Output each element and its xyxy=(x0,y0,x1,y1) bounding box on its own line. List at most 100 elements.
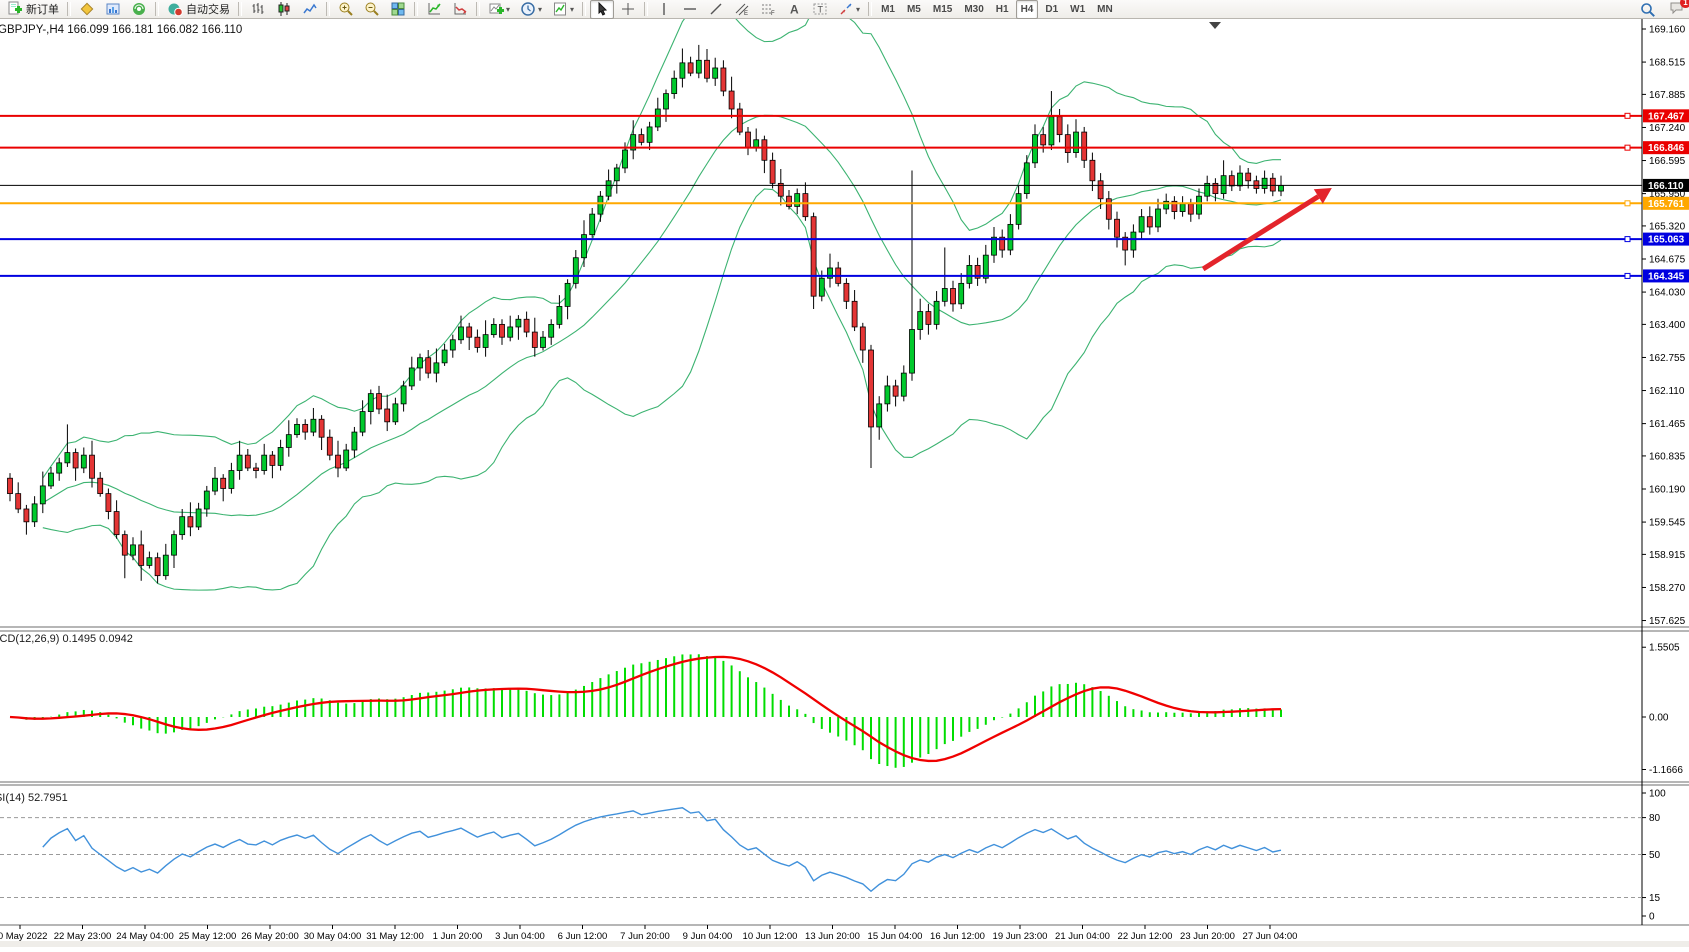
candle-body xyxy=(1179,203,1186,212)
candle-body xyxy=(794,193,801,207)
timeframe-m1-button[interactable]: M1 xyxy=(881,3,895,15)
price-tag xyxy=(1643,269,1689,283)
toolbar-group: 新订单 xyxy=(2,0,64,19)
candle-body xyxy=(572,257,579,284)
templates-button[interactable]: ▾ xyxy=(548,0,578,19)
timeframe-m5-button[interactable]: M5 xyxy=(906,3,921,15)
arrows-button[interactable]: ▾ xyxy=(834,0,864,19)
zoom-in-button[interactable] xyxy=(334,0,358,19)
candle-body xyxy=(991,236,997,256)
tile-windows-button[interactable] xyxy=(386,0,410,19)
candle-body xyxy=(39,485,46,505)
time-axis-label: 19 Jun 23:00 xyxy=(993,931,1048,942)
line-handle[interactable] xyxy=(1624,112,1631,119)
timeframe-m30-button[interactable]: M30 xyxy=(964,3,984,15)
candle-body xyxy=(786,195,792,207)
candle-body xyxy=(892,385,899,397)
candlestick-chart-button[interactable] xyxy=(272,0,296,19)
objects-button[interactable] xyxy=(75,0,99,19)
time-axis-label: 30 May 04:00 xyxy=(304,931,362,942)
add-indicator-button[interactable]: ▾ xyxy=(484,0,514,19)
objects-icon xyxy=(80,2,94,16)
timeframe-h4-button[interactable]: H4 xyxy=(1015,0,1039,19)
market-watch-button[interactable] xyxy=(101,0,125,19)
line-handle[interactable] xyxy=(1624,272,1631,279)
price-tag-label: 165.761 xyxy=(1648,199,1685,210)
trendline-button[interactable] xyxy=(704,0,728,19)
line-handle[interactable] xyxy=(1624,236,1631,243)
price-tag xyxy=(1643,232,1689,246)
crosshair-button[interactable] xyxy=(616,0,640,19)
candle-body xyxy=(359,411,366,433)
candle-body xyxy=(400,385,407,405)
auto-trading-button-label: 自动交易 xyxy=(186,4,230,16)
text-label-button[interactable]: T xyxy=(808,0,832,19)
cursor-button[interactable] xyxy=(590,0,615,19)
time-axis-label: 9 Jun 04:00 xyxy=(683,931,733,942)
price-axis-label: 158.270 xyxy=(1649,583,1686,594)
search-button[interactable] xyxy=(1636,0,1660,19)
candle-body xyxy=(1220,175,1227,195)
candle-body xyxy=(335,454,341,469)
auto-trading-button[interactable]: 自动交易 xyxy=(163,0,234,19)
line-handle[interactable] xyxy=(1624,200,1631,207)
candle-body xyxy=(64,452,71,464)
period-icon xyxy=(521,2,535,16)
toolbar-group: 自动交易 xyxy=(162,0,235,19)
candle-body xyxy=(1015,193,1022,225)
fibonacci-button[interactable]: F xyxy=(756,0,780,19)
candle-body xyxy=(228,470,235,489)
time-axis-label: 1 Jun 20:00 xyxy=(433,931,483,942)
candle-body xyxy=(1081,131,1088,161)
horizontal-line-button[interactable] xyxy=(678,0,702,19)
dropdown-caret-icon: ▾ xyxy=(856,4,861,14)
candle-body xyxy=(1196,195,1202,215)
zoom-out-button[interactable] xyxy=(360,0,384,19)
trend-arrow-head[interactable] xyxy=(1313,187,1332,204)
notifications-button[interactable]: 1 xyxy=(1669,0,1689,20)
candle-body xyxy=(417,357,423,369)
candle-body xyxy=(7,477,13,495)
candle-body xyxy=(220,477,227,489)
candle-body xyxy=(859,326,866,351)
candle-body xyxy=(999,236,1006,251)
svg-text:A: A xyxy=(790,3,799,17)
candle-body xyxy=(302,423,309,433)
candle-body xyxy=(1138,216,1145,233)
timeframe-h1-button[interactable]: H1 xyxy=(995,3,1009,15)
toolbar-separator xyxy=(476,2,480,16)
timeframe-mn-button[interactable]: MN xyxy=(1097,3,1113,15)
signals-button[interactable] xyxy=(127,0,151,19)
candle-body xyxy=(622,149,628,169)
candle-body xyxy=(146,557,153,566)
candle-body xyxy=(105,493,112,512)
indicators-button[interactable] xyxy=(422,0,446,19)
line-chart-button[interactable] xyxy=(298,0,322,19)
chart-shift-marker-icon[interactable] xyxy=(1209,22,1221,29)
text-icon: A xyxy=(790,3,799,17)
trend-arrow[interactable] xyxy=(1201,194,1320,272)
vertical-line-button[interactable] xyxy=(652,0,676,19)
indicator-list-button[interactable] xyxy=(448,0,472,19)
new-order-button[interactable]: 新订单 xyxy=(3,0,63,19)
timeframe-d1-button[interactable]: D1 xyxy=(1045,3,1059,15)
candle-body xyxy=(589,213,596,236)
timeframe-m15-button[interactable]: M15 xyxy=(932,3,953,15)
candle-body xyxy=(613,167,620,182)
channel-button[interactable]: E xyxy=(730,0,754,19)
text-button[interactable]: A xyxy=(782,0,806,19)
candle-body xyxy=(900,372,907,397)
macd-indicator-label: MACD(12,26,9) 0.1495 0.0942 xyxy=(0,633,133,645)
time-axis-label: 7 Jun 20:00 xyxy=(620,931,670,942)
candle-body xyxy=(392,403,399,423)
timeframe-w1-button[interactable]: W1 xyxy=(1070,3,1086,15)
candle-body xyxy=(917,311,924,330)
rsi-axis-label: 15 xyxy=(1649,893,1661,904)
bar-chart-button[interactable] xyxy=(246,0,270,19)
candle-body xyxy=(909,329,915,374)
line-handle[interactable] xyxy=(1624,144,1631,151)
candle-body xyxy=(1130,231,1137,251)
periods-button[interactable]: ▾ xyxy=(516,0,546,19)
